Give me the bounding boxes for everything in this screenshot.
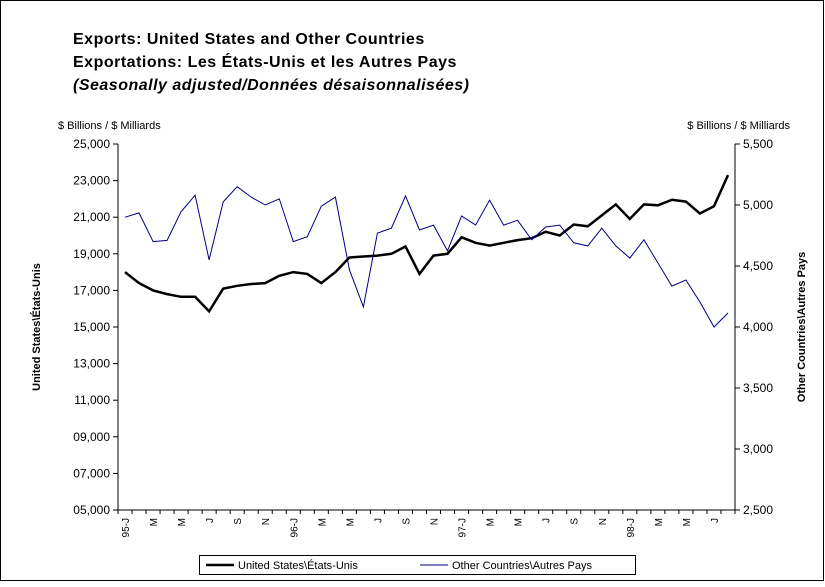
x-tick-label: N (261, 518, 272, 525)
x-tick-label: 96-J (289, 518, 300, 537)
y-tick-label: 19,000 (73, 247, 110, 261)
chart-subtitle: Exportations: Les États-Unis et les Autr… (73, 52, 457, 71)
x-tick-label: 97-J (458, 518, 469, 537)
y2-tick-label: 3,000 (743, 442, 773, 456)
y-axis-title: United States\États-Unis (30, 263, 43, 391)
y2-tick-label: 3,500 (743, 381, 773, 395)
x-tick-label: M (514, 518, 525, 526)
x-tick-label: M (486, 518, 497, 526)
x-tick-label: M (177, 518, 188, 526)
y-unit: $ Billions / $ Milliards (58, 120, 161, 132)
x-tick-label: M (682, 518, 693, 526)
y2-tick-label: 4,500 (743, 259, 773, 273)
x-tick-label: N (598, 518, 609, 525)
x-tick-label: M (654, 518, 665, 526)
chart-title: Exports: United States and Other Countri… (73, 31, 425, 48)
y2-axis-title: Other Countries\Autres Pays (796, 252, 808, 402)
y2-tick-label: 5,500 (743, 137, 773, 151)
y2-tick-label: 2,500 (743, 503, 773, 517)
x-tick-label: M (317, 518, 328, 526)
y-tick-label: 25,000 (73, 137, 110, 151)
y2-unit: $ Billions / $ Milliards (687, 120, 790, 132)
chart-note: (Seasonally adjusted/Données désaisonnal… (73, 77, 469, 94)
y-tick-label: 13,000 (73, 357, 110, 371)
legend (199, 555, 636, 575)
y-tick-label: 21,000 (73, 210, 110, 224)
x-tick-label: M (149, 518, 160, 526)
x-tick-label: 98-J (626, 518, 637, 537)
y-tick-label: 23,000 (73, 174, 110, 188)
x-tick-label: S (401, 518, 412, 525)
x-tick-label: J (710, 518, 721, 523)
y2-tick-label: 4,000 (743, 320, 773, 334)
y-tick-label: 09,000 (73, 430, 110, 444)
x-tick-label: J (205, 518, 216, 523)
series-line (124, 174, 730, 314)
y-tick-label: 07,000 (73, 466, 110, 480)
x-tick-label: J (373, 518, 384, 523)
x-tick-label: M (345, 518, 356, 526)
x-tick-label: S (233, 518, 244, 525)
y-tick-label: 05,000 (73, 503, 110, 517)
x-tick-label: 95-J (121, 518, 132, 537)
y-tick-label: 11,000 (74, 393, 110, 407)
y-tick-label: 15,000 (73, 320, 110, 334)
legend-label: United States\États-Unis (238, 559, 358, 572)
y2-tick-label: 5,000 (743, 198, 773, 212)
x-tick-label: N (430, 518, 441, 525)
series-line (124, 186, 729, 328)
x-tick-label: J (542, 518, 553, 523)
y-tick-label: 17,000 (73, 283, 110, 297)
x-tick-label: S (570, 518, 581, 525)
legend-label: Other Countries\Autres Pays (452, 560, 593, 572)
